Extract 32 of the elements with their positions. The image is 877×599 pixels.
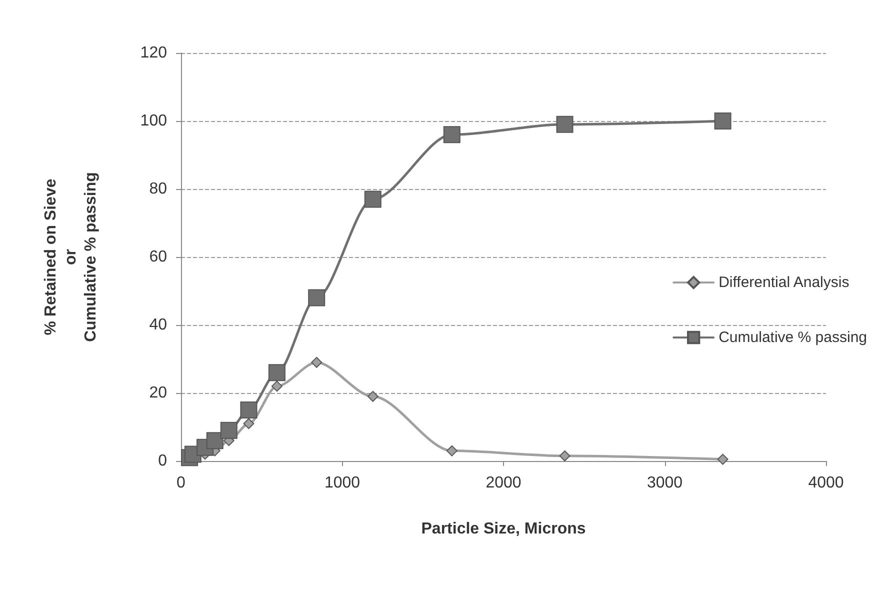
point [243, 418, 254, 430]
y-tick-label: 120 [140, 44, 168, 62]
x-tick-label: 4000 [808, 474, 844, 492]
point [367, 390, 378, 402]
point [308, 289, 326, 306]
point [714, 112, 732, 130]
y-tick-label: 0 [158, 452, 168, 470]
point [364, 190, 382, 208]
y-tick-label: 100 [140, 112, 168, 130]
point [311, 356, 322, 368]
x-tick-label: 2000 [486, 474, 522, 492]
y-axis-title: % Retained on Sieve or Cumulative % passing [42, 172, 100, 342]
point [443, 126, 460, 144]
point [717, 454, 728, 465]
x-tick-label: 3000 [646, 474, 683, 492]
x-axis-title: Particle Size, Microns [421, 520, 586, 538]
y-tick-label: 80 [149, 180, 168, 198]
point [559, 450, 570, 462]
y-tick-label: 20 [149, 384, 168, 402]
x-tick-label: 1000 [324, 474, 360, 492]
point [220, 422, 238, 439]
y-tick-label: 40 [149, 316, 168, 334]
y-tick-label: 60 [149, 248, 168, 266]
point [271, 380, 282, 392]
point [240, 402, 258, 418]
legend-label: Cumulative % passing [718, 329, 868, 346]
legend-label: Differential Analysis [718, 274, 850, 291]
point [206, 432, 224, 450]
point [268, 364, 286, 382]
point [446, 445, 458, 456]
x-tick-label: 0 [176, 474, 186, 492]
point [556, 116, 574, 133]
